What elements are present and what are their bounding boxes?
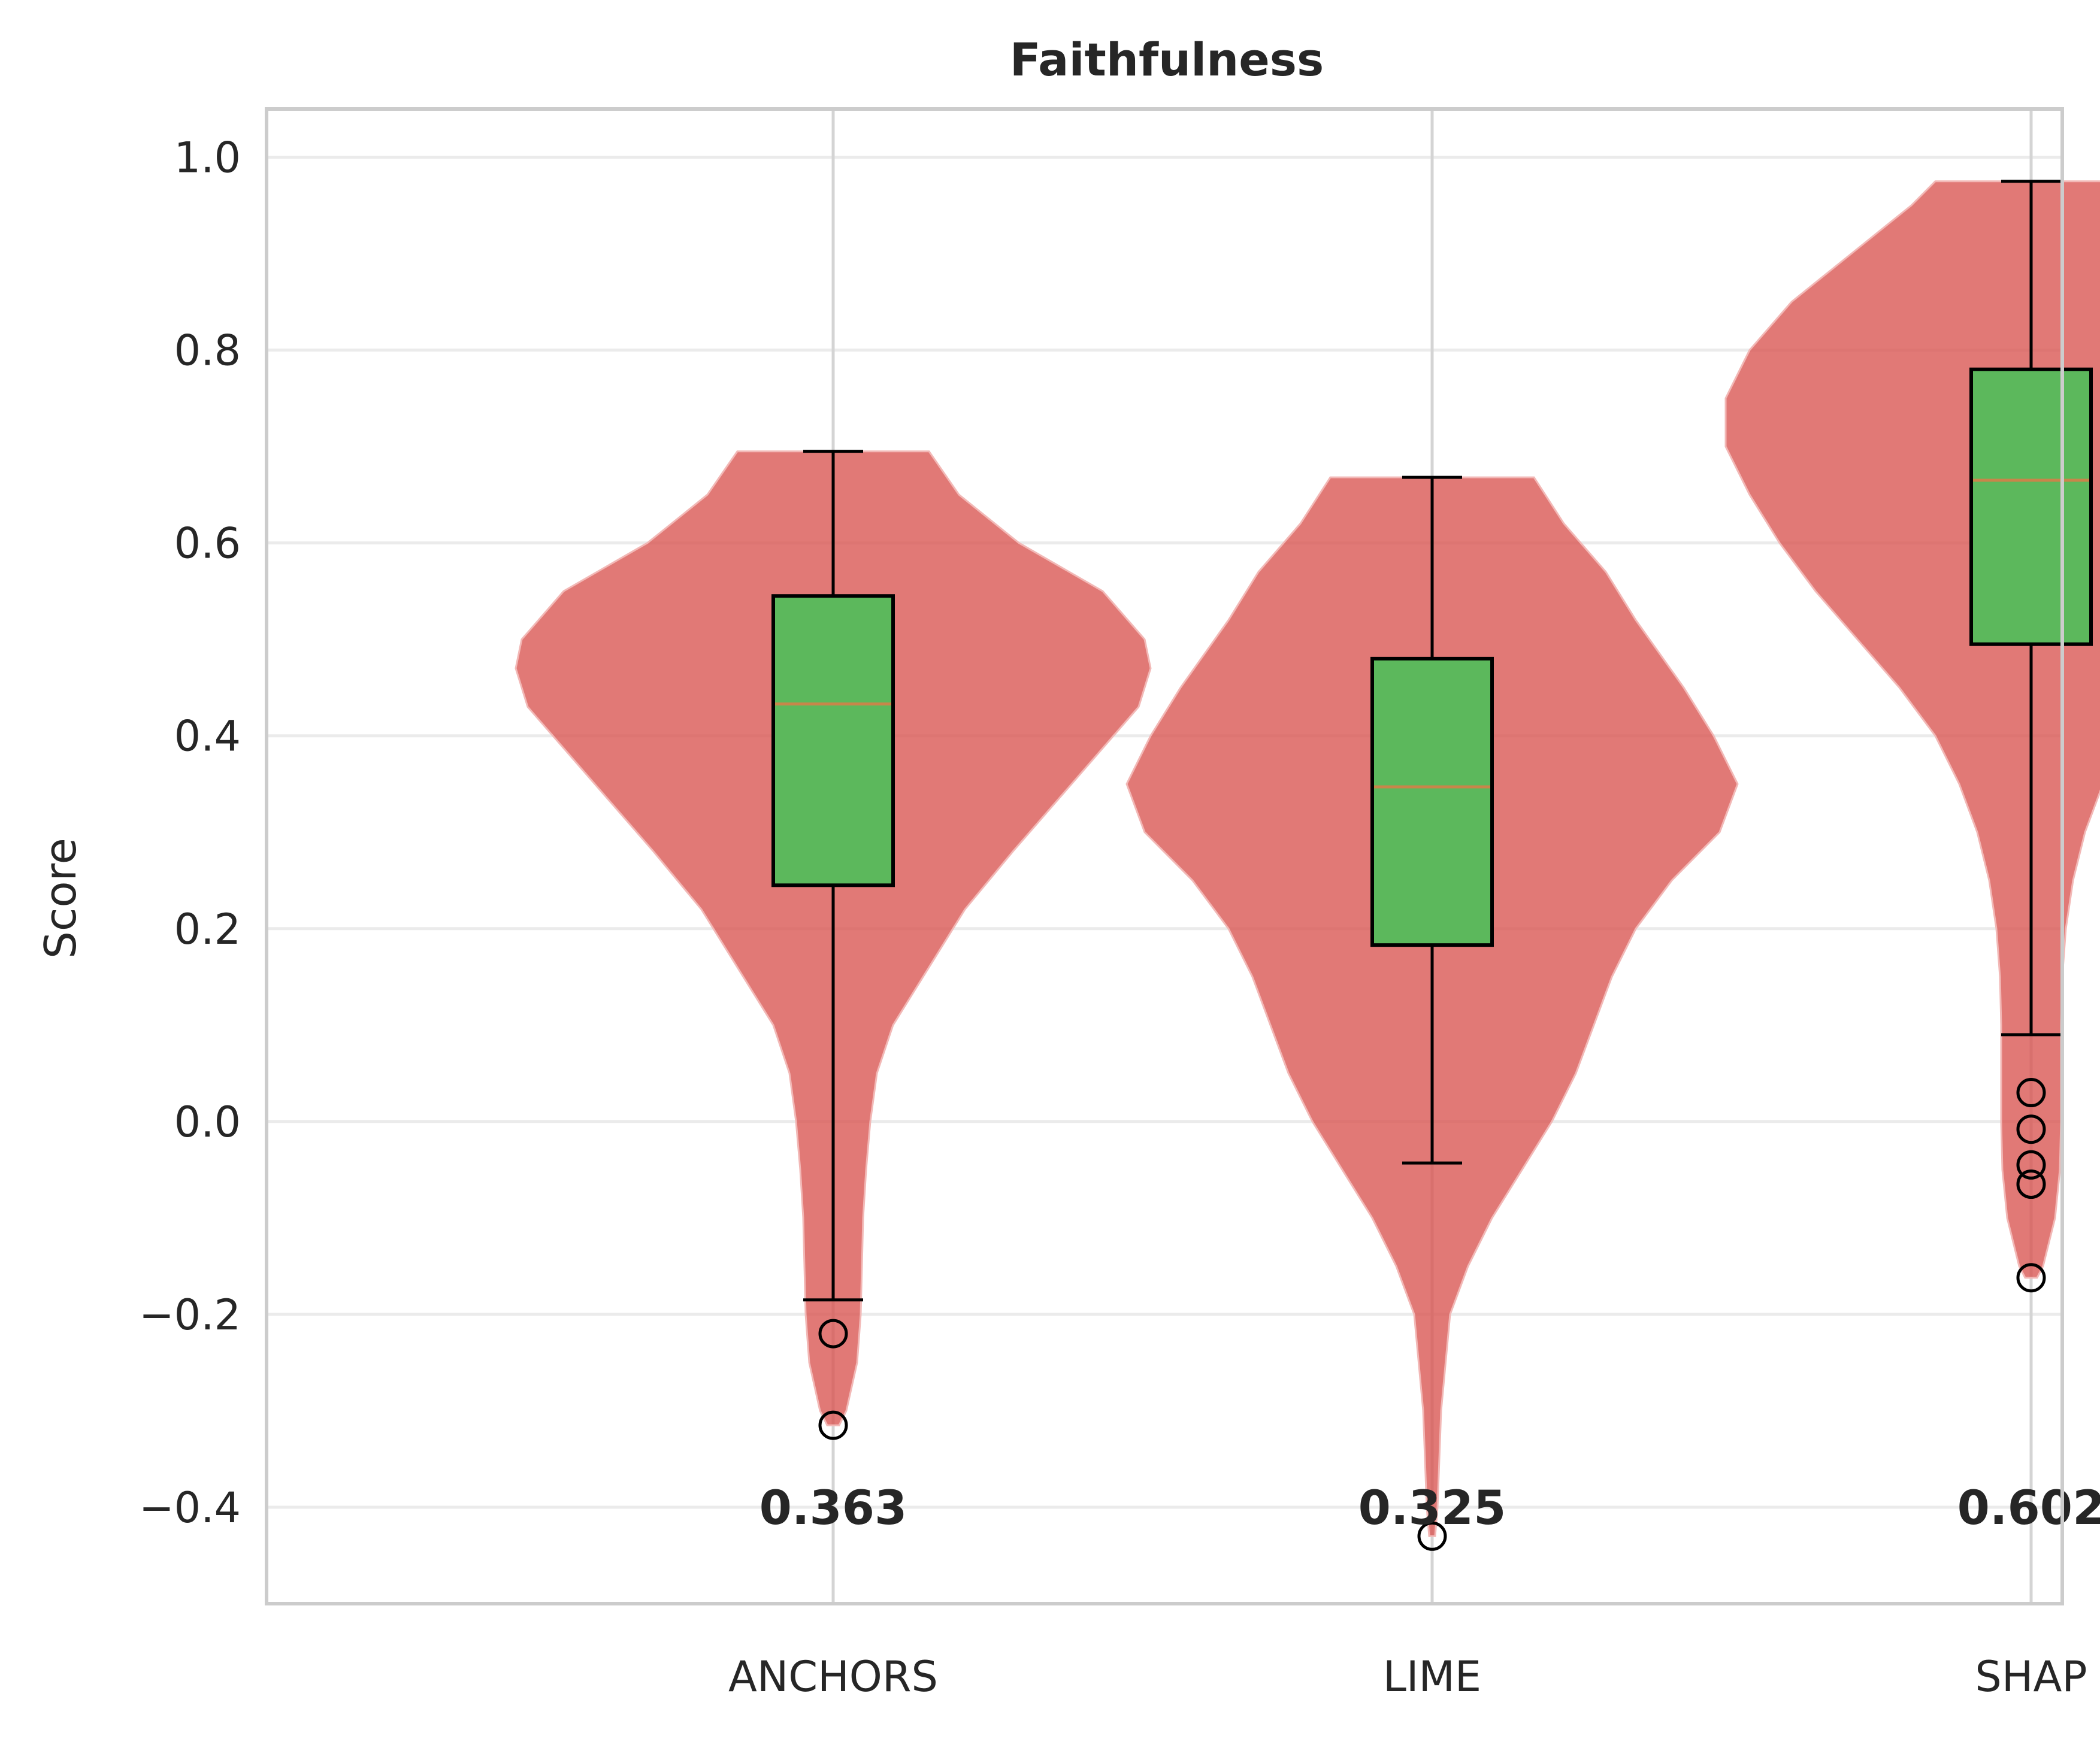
mean-label-lime: 0.325 bbox=[1358, 1482, 1506, 1535]
axis-ticks: −0.4 −0.2 0.0 0.2 0.4 0.6 0.8 1.0 ANCHORS LIME SHA… bbox=[139, 134, 2087, 1701]
outlier-point bbox=[2016, 1114, 2046, 1144]
plot-frame bbox=[265, 107, 2064, 1605]
outlier-point bbox=[818, 1410, 848, 1440]
y-tick-label: 0.4 bbox=[174, 712, 241, 761]
y-tick-label: 0.8 bbox=[174, 326, 241, 375]
mean-label-anchors: 0.363 bbox=[759, 1482, 907, 1535]
y-tick-label: 0.6 bbox=[174, 519, 241, 568]
box-shap bbox=[1969, 367, 2093, 646]
outlier-point bbox=[818, 1319, 848, 1349]
box-plots bbox=[771, 180, 2093, 1551]
y-tick-label: 0.0 bbox=[174, 1098, 241, 1147]
outlier-point bbox=[2016, 1150, 2046, 1180]
outlier-point bbox=[2016, 1170, 2046, 1199]
box-anchors bbox=[771, 594, 895, 887]
x-tick-label: SHAP bbox=[1975, 1652, 2087, 1701]
outlier-point bbox=[2016, 1078, 2046, 1108]
chart-title: Faithfulness bbox=[1010, 33, 1324, 86]
x-tick-label: ANCHORS bbox=[728, 1652, 938, 1701]
mean-label-shap: 0.602 bbox=[1957, 1482, 2100, 1535]
y-axis-label: Score bbox=[35, 838, 86, 959]
outlier-point bbox=[2016, 1263, 2046, 1293]
y-tick-label: 1.0 bbox=[174, 134, 241, 183]
x-tick-label: LIME bbox=[1383, 1652, 1481, 1701]
box-lime bbox=[1370, 656, 1494, 947]
y-tick-label: −0.2 bbox=[139, 1290, 241, 1340]
y-tick-label: −0.4 bbox=[139, 1483, 241, 1532]
outlier-point bbox=[1417, 1521, 1447, 1551]
y-tick-label: 0.2 bbox=[174, 905, 241, 954]
violin-shap bbox=[1724, 180, 2100, 1279]
mean-labels: 0.363 0.325 0.602 bbox=[759, 1482, 2100, 1535]
violins bbox=[515, 180, 2100, 1537]
